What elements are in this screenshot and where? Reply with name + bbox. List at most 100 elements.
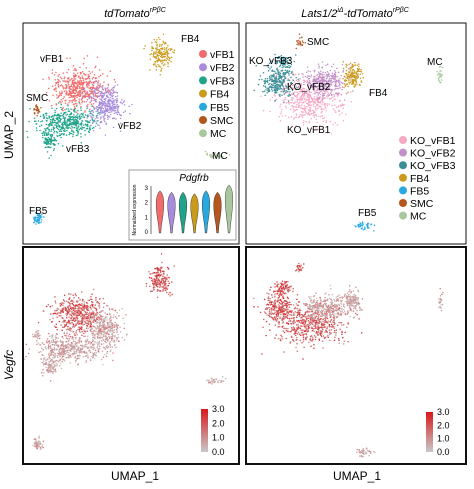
expression-point <box>106 326 108 328</box>
scatter-point <box>161 67 163 70</box>
scatter-point <box>97 87 99 90</box>
scatter-point <box>111 87 114 89</box>
expression-point <box>83 351 86 354</box>
expression-point <box>69 310 71 312</box>
scatter-point <box>293 87 295 89</box>
scatter-point <box>115 105 117 108</box>
expression-point <box>92 352 94 355</box>
scatter-point <box>279 72 282 74</box>
expression-point <box>159 268 161 270</box>
scatter-point <box>70 132 73 135</box>
scatter-point <box>121 103 124 105</box>
scatter-point <box>329 92 332 95</box>
scatter-point <box>70 78 72 81</box>
scatter-point <box>81 70 84 73</box>
scatter-point <box>328 75 330 78</box>
scatter-point <box>317 80 319 83</box>
scatter-point <box>337 105 340 107</box>
scatter-point <box>345 83 347 86</box>
scatter-point <box>373 224 376 227</box>
scatter-point <box>272 84 274 87</box>
expression-point <box>60 310 62 313</box>
scatter-point <box>438 74 440 76</box>
scatter-point <box>59 117 61 120</box>
scatter-point <box>308 90 310 92</box>
scatter-point <box>287 116 290 119</box>
scatter-point <box>40 221 43 223</box>
expression-point <box>162 290 164 293</box>
scatter-point <box>437 74 439 76</box>
scatter-point <box>284 69 287 72</box>
scatter-point <box>78 118 81 120</box>
scatter-point <box>89 115 92 117</box>
scatter-point <box>80 99 83 101</box>
scatter-point <box>334 80 337 83</box>
scatter-point <box>73 75 76 77</box>
scatter-point <box>281 108 283 111</box>
expression-point <box>74 293 77 295</box>
scatter-point <box>342 61 345 63</box>
scatter-point <box>47 133 50 136</box>
expression-point <box>333 331 336 334</box>
scatter-point <box>273 89 275 91</box>
expression-point <box>88 314 90 316</box>
expression-point <box>49 305 52 308</box>
expression-point <box>296 307 298 310</box>
scatter-point <box>329 120 332 123</box>
expression-point <box>59 351 61 354</box>
scatter-point <box>41 120 44 122</box>
scatter-point <box>324 79 326 82</box>
scatter-point <box>68 87 70 89</box>
scatter-point <box>330 79 333 81</box>
scatter-point <box>153 38 156 41</box>
expression-point <box>73 326 75 328</box>
scatter-point <box>326 73 328 76</box>
scatter-point <box>342 107 345 109</box>
scatter-point <box>100 107 103 110</box>
expression-point <box>53 356 56 358</box>
expression-point <box>116 330 118 332</box>
scatter-point <box>322 126 324 128</box>
scatter-point <box>39 221 41 224</box>
scatter-point <box>285 107 287 109</box>
expression-point <box>81 317 83 320</box>
scatter-point <box>302 121 304 124</box>
expression-point <box>83 307 86 310</box>
scatter-point <box>62 115 65 118</box>
expression-point <box>61 361 63 363</box>
expression-point <box>44 346 47 348</box>
scatter-point <box>79 84 82 86</box>
expression-point <box>83 303 85 305</box>
scatter-point <box>353 75 356 78</box>
scatter-point <box>325 119 327 122</box>
scatter-point <box>352 80 355 82</box>
scatter-point <box>292 102 295 104</box>
scatter-point <box>94 118 96 120</box>
expression-point <box>35 447 38 449</box>
scatter-point <box>332 123 334 126</box>
expression-point <box>79 337 81 340</box>
expression-point <box>75 359 77 361</box>
scatter-point <box>81 114 84 116</box>
expression-point <box>159 269 162 272</box>
expression-point <box>92 321 94 323</box>
scatter-point <box>90 81 93 84</box>
scatter-point <box>73 69 75 72</box>
scatter-point <box>267 64 269 66</box>
scatter-point <box>109 104 111 107</box>
scatter-point <box>79 94 82 97</box>
expression-point <box>56 352 59 354</box>
scatter-point <box>80 113 83 115</box>
scatter-point <box>72 79 75 81</box>
expression-point <box>80 351 82 353</box>
expression-point <box>210 377 213 380</box>
scatter-point <box>324 71 327 74</box>
expression-point <box>114 346 117 349</box>
scatter-point <box>313 96 316 98</box>
scatter-point <box>95 110 97 113</box>
expression-point <box>51 367 53 369</box>
expression-point <box>42 360 45 362</box>
scatter-point <box>342 77 344 80</box>
scatter-point <box>80 88 83 91</box>
scatter-point <box>119 122 122 125</box>
